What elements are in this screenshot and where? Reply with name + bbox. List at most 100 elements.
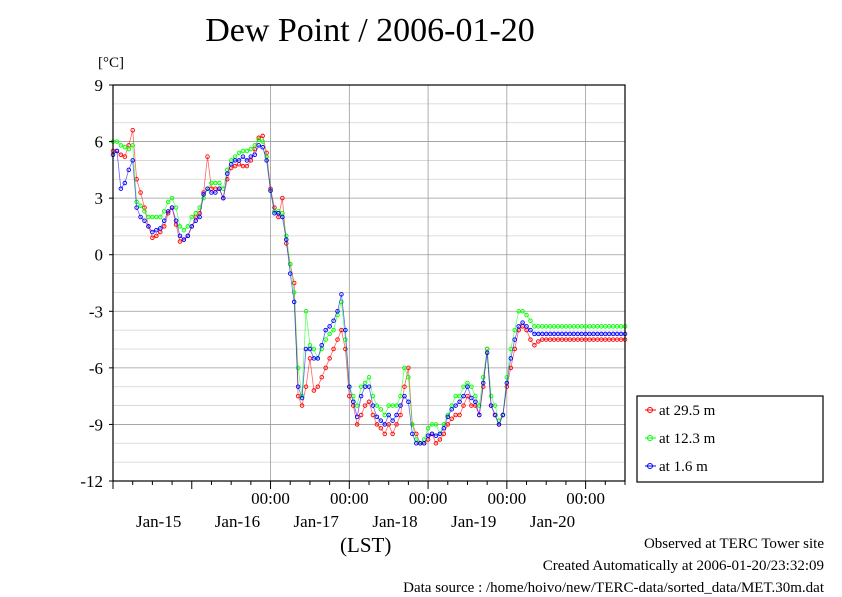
data-point: [323, 327, 328, 333]
data-point: [138, 203, 143, 208]
data-point: [366, 375, 372, 380]
data-point: [449, 407, 454, 412]
data-point: [256, 137, 261, 142]
data-point: [528, 318, 533, 323]
data-point: [244, 148, 250, 154]
data-point: [453, 403, 458, 408]
data-point: [177, 224, 183, 229]
x-tick-label-date: Jan-15: [136, 512, 181, 531]
data-point: [358, 393, 364, 399]
data-point: [378, 418, 384, 423]
data-point: [437, 431, 443, 437]
data-point: [114, 139, 120, 144]
data-point: [457, 412, 462, 418]
data-point: [350, 399, 356, 405]
data-point: [366, 384, 372, 389]
data-point: [402, 393, 407, 399]
data-point: [504, 375, 510, 380]
x-tick-label-date: Jan-18: [372, 512, 417, 531]
data-point: [181, 227, 187, 233]
data-point: [193, 210, 198, 216]
data-point: [343, 337, 348, 342]
data-point: [165, 199, 171, 205]
data-point: [303, 384, 309, 389]
data-point: [161, 224, 167, 229]
data-point: [425, 425, 431, 431]
y-tick-label: -3: [89, 302, 103, 321]
data-point: [311, 388, 317, 393]
data-point: [319, 375, 324, 380]
data-point: [284, 237, 289, 242]
data-point: [134, 205, 139, 210]
data-point: [366, 399, 372, 405]
data-point: [287, 271, 293, 276]
data-point: [118, 143, 124, 148]
data-point: [146, 224, 151, 229]
data-point: [260, 139, 265, 144]
series-at-1-6-m: [110, 143, 628, 446]
data-point: [335, 337, 340, 342]
data-point: [126, 146, 132, 152]
data-point: [299, 403, 305, 408]
data-point: [213, 190, 218, 195]
data-point: [138, 214, 143, 220]
footer-source: Data source : /home/hoivo/new/TERC-data/…: [403, 580, 824, 596]
data-point: [374, 422, 380, 427]
data-point: [449, 416, 454, 422]
data-point: [500, 412, 506, 418]
data-point: [480, 375, 486, 380]
data-point: [142, 218, 147, 224]
y-tick-label: 0: [95, 246, 104, 265]
data-point: [158, 214, 163, 220]
data-point: [441, 425, 447, 431]
data-point: [224, 171, 230, 176]
y-axis: 9 6 3 0 -3 -6 -9 -12: [80, 76, 113, 491]
data-point: [118, 186, 124, 191]
data-point: [268, 188, 273, 193]
data-point: [524, 324, 529, 329]
data-point: [354, 422, 360, 427]
data-point: [173, 218, 179, 224]
data-point: [516, 324, 521, 329]
x-tick-label-time: 00:00: [330, 489, 369, 508]
data-point: [331, 318, 336, 323]
data-point: [150, 235, 155, 240]
data-point: [358, 412, 364, 418]
data-point: [488, 403, 494, 408]
x-tick-label-date: Jan-20: [530, 512, 575, 531]
data-point: [370, 412, 376, 418]
data-point: [488, 393, 494, 399]
data-point: [390, 431, 395, 437]
data-point: [390, 418, 395, 423]
data-point: [315, 356, 321, 361]
data-point: [480, 380, 486, 386]
data-point: [150, 229, 155, 235]
data-point: [398, 403, 403, 408]
footer-created: Created Automatically at 2006-01-20/23:3…: [542, 558, 824, 574]
y-tick-label: -12: [80, 472, 103, 491]
x-tick-label-time: 00:00: [251, 489, 290, 508]
data-point: [177, 233, 183, 239]
data-point: [536, 339, 541, 344]
data-point: [457, 399, 462, 405]
data-point: [248, 154, 254, 159]
data-point: [492, 412, 498, 418]
data-point: [524, 312, 529, 318]
data-point: [264, 158, 269, 163]
data-point: [256, 143, 261, 148]
data-point: [410, 431, 415, 437]
chart-title: Dew Point / 2006-01-20: [205, 12, 535, 49]
data-point: [402, 365, 407, 371]
data-point: [138, 190, 143, 195]
data-point: [406, 399, 411, 405]
data-point: [118, 152, 124, 158]
data-point: [276, 210, 281, 216]
footer-site: Observed at TERC Tower site: [643, 536, 824, 552]
data-point: [260, 144, 265, 150]
data-point: [154, 233, 159, 239]
series-layer: [110, 128, 628, 446]
data-point: [299, 395, 305, 401]
x-tick-label-date: Jan-16: [215, 512, 260, 531]
data-point: [378, 407, 384, 412]
